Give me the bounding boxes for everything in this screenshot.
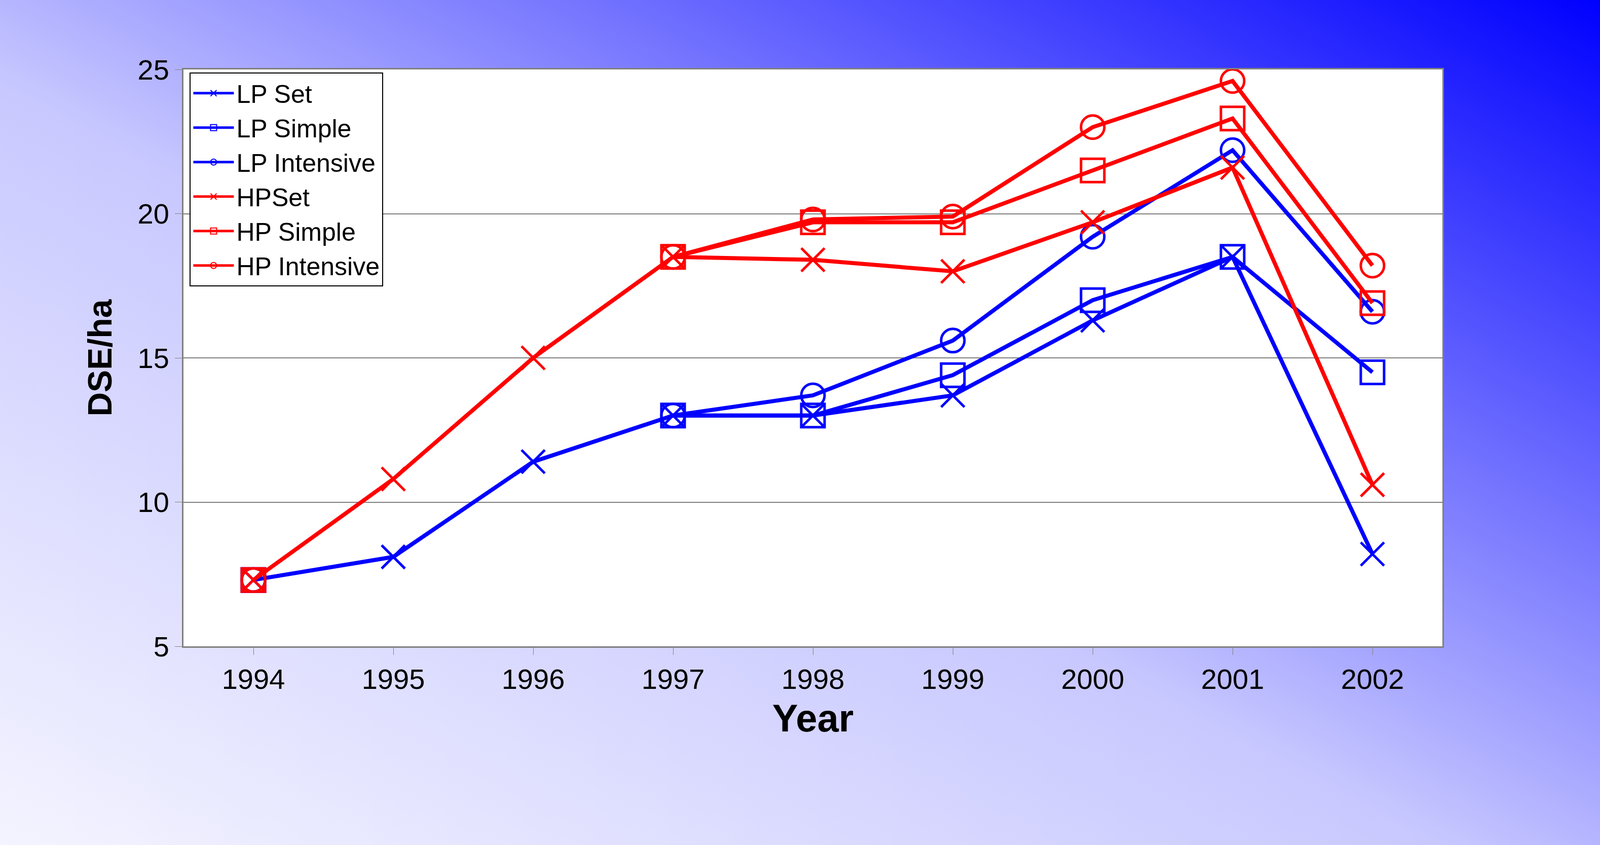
svg-text:1995: 1995 bbox=[361, 662, 426, 695]
svg-text:LP Set: LP Set bbox=[236, 80, 312, 109]
svg-text:1994: 1994 bbox=[221, 662, 286, 695]
svg-text:2000: 2000 bbox=[1061, 662, 1125, 695]
svg-text:LP Simple: LP Simple bbox=[236, 114, 352, 143]
svg-text:1996: 1996 bbox=[501, 662, 566, 695]
svg-text:1999: 1999 bbox=[921, 662, 985, 695]
svg-text:10: 10 bbox=[137, 486, 170, 518]
svg-text:15: 15 bbox=[137, 342, 170, 375]
svg-text:Year: Year bbox=[772, 696, 854, 740]
svg-text:HPSet: HPSet bbox=[236, 183, 310, 212]
svg-text:1997: 1997 bbox=[641, 662, 705, 695]
svg-text:2001: 2001 bbox=[1201, 662, 1265, 695]
svg-text:1998: 1998 bbox=[781, 662, 845, 695]
svg-text:25: 25 bbox=[137, 53, 170, 86]
svg-text:2002: 2002 bbox=[1341, 662, 1405, 695]
svg-text:HP Intensive: HP Intensive bbox=[236, 252, 380, 281]
svg-text:DSE/ha: DSE/ha bbox=[81, 298, 119, 417]
svg-text:LP Intensive: LP Intensive bbox=[236, 149, 376, 178]
svg-text:20: 20 bbox=[137, 197, 170, 230]
svg-text:5: 5 bbox=[153, 630, 170, 663]
svg-text:HP Simple: HP Simple bbox=[236, 217, 356, 247]
